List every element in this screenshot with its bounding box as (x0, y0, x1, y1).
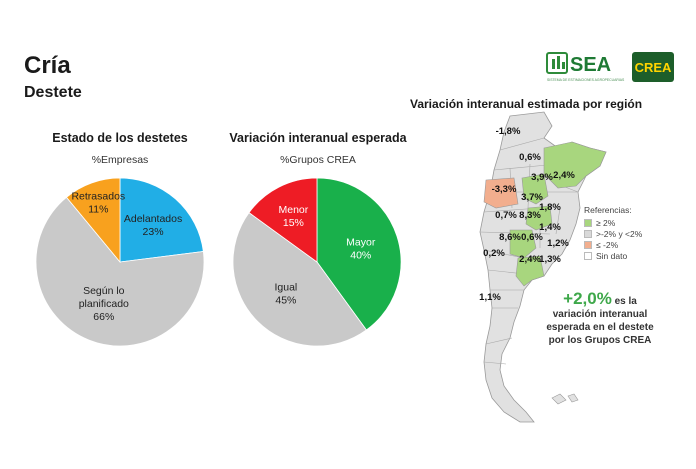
argentina-region-map: -1,8%0,6%-3,3%3,9% 2,4%3,7%0,7% 8,3%1,8%1,… (479, 111, 607, 423)
page-subtitle: Destete (24, 84, 82, 101)
map-region-value-1: -1,8% (496, 126, 521, 137)
legend-label-neutral: >-2% y <2% (596, 228, 643, 239)
legend-item-neutral: >-2% y <2% (584, 228, 642, 239)
legend-item-high: ≥ 2% (584, 217, 642, 228)
map-region-value-10: 1,4% (539, 222, 561, 233)
map-region-value-4: 3,9% (531, 172, 553, 183)
chart1-title: Estado de los destetes (52, 131, 188, 145)
chart2-subtitle: %Grupos CREA (280, 154, 356, 166)
pie-chart-variacion-esperada: Mayor 40% Igual 45% Menor 15% (232, 177, 402, 347)
map-region-sudoeste (515, 255, 545, 287)
legend-swatch-low (584, 240, 592, 249)
map-region-value-13: 0,2% (483, 248, 505, 259)
legend-label-low: ≤ -2% (596, 239, 619, 250)
national-variation-line1: variación interanual (552, 309, 648, 320)
pie-slice-igual (232, 212, 367, 347)
legend-item-low: ≤ -2% (584, 239, 642, 250)
pie-slice-menor (248, 177, 318, 263)
map-region-centro (525, 205, 553, 231)
map-region-oeste (509, 229, 537, 259)
map-islands (551, 393, 579, 405)
crea-logo: CREA (632, 52, 674, 82)
pie-slice-segun-lo-planificado (35, 196, 205, 347)
map-region-value-3: -3,3% (492, 184, 517, 195)
map-region-value-12: 0,6% (521, 232, 543, 243)
map-region-value-7: 0,7% (495, 210, 517, 221)
legend-label-nodata: Sin dato (596, 250, 628, 261)
chart2-title: Variación interanual esperada (229, 131, 407, 145)
sea-logo-text: SEA (570, 54, 611, 76)
page-title: Cría (24, 52, 71, 79)
map-legend: Referencias: ≥ 2% >-2% y <2% ≤ -2% Sin d… (584, 205, 642, 261)
legend-swatch-high (584, 218, 592, 227)
national-variation-line2: esperada en el destete (546, 322, 654, 333)
map-region-noa (483, 177, 519, 209)
map-region-value-5: 2,4% (553, 170, 575, 181)
national-variation-note: +2,0% es la variación interanual esperad… (530, 289, 670, 347)
legend-label-high: ≥ 2% (596, 217, 616, 228)
national-variation-value: +2,0% (563, 289, 612, 308)
pie-slice-label-retrasados: Retrasados 11% (71, 190, 125, 215)
pie-slice-label-segun-lo-planificado: Según lo planificado 66% (79, 285, 129, 323)
legend-title: Referencias: (584, 205, 632, 215)
pie-slice-label-igual: Igual 45% (274, 282, 297, 307)
map-region-value-15: 2,4% (519, 254, 541, 265)
pie-slice-adelantados (119, 177, 204, 263)
pie-slice-retrasados (65, 177, 121, 264)
pie-slice-label-menor: Menor 15% (279, 204, 309, 229)
national-variation-suffix: es la (614, 296, 637, 307)
crea-logo-text: CREA (634, 59, 672, 75)
legend-swatch-nodata (584, 251, 592, 260)
map-region-value-6: 3,7% (521, 192, 543, 203)
legend-item-nodata: Sin dato (584, 250, 642, 261)
map-region-value-9: 1,8% (539, 202, 561, 213)
map-region-value-8: 8,3% (519, 210, 541, 221)
national-variation-line3: por los Grupos CREA (548, 335, 652, 346)
pie-chart-estado-destetes: Adelantados 23% Según lo planificado 66% Retr… (35, 177, 205, 347)
legend-swatch-neutral (584, 229, 592, 238)
pie-slice-mayor (316, 177, 402, 331)
map-title: Variación interanual estimada por región (410, 97, 643, 111)
map-region-value-11: 8,6% (499, 232, 521, 243)
map-region-value-2: 0,6% (519, 152, 541, 163)
map-region-value-14: 1,2% (547, 238, 569, 249)
map-region-nea (543, 141, 607, 189)
pie-slice-label-adelantados: Adelantados 23% (124, 213, 182, 238)
map-region-norte-santafe (521, 173, 549, 205)
sea-logo-subtext: SISTEMA DE ESTIMACIONES AGROPECUARIAS (547, 78, 625, 82)
map-region-value-17: 1,1% (479, 292, 501, 303)
sea-logo: SEA SISTEMA DE ESTIMACIONES AGROPECUARIA… (546, 50, 626, 89)
chart1-subtitle: %Empresas (91, 154, 149, 166)
pie-slice-label-mayor: Mayor 40% (346, 236, 376, 261)
map-region-value-16: 1,3% (539, 254, 561, 265)
